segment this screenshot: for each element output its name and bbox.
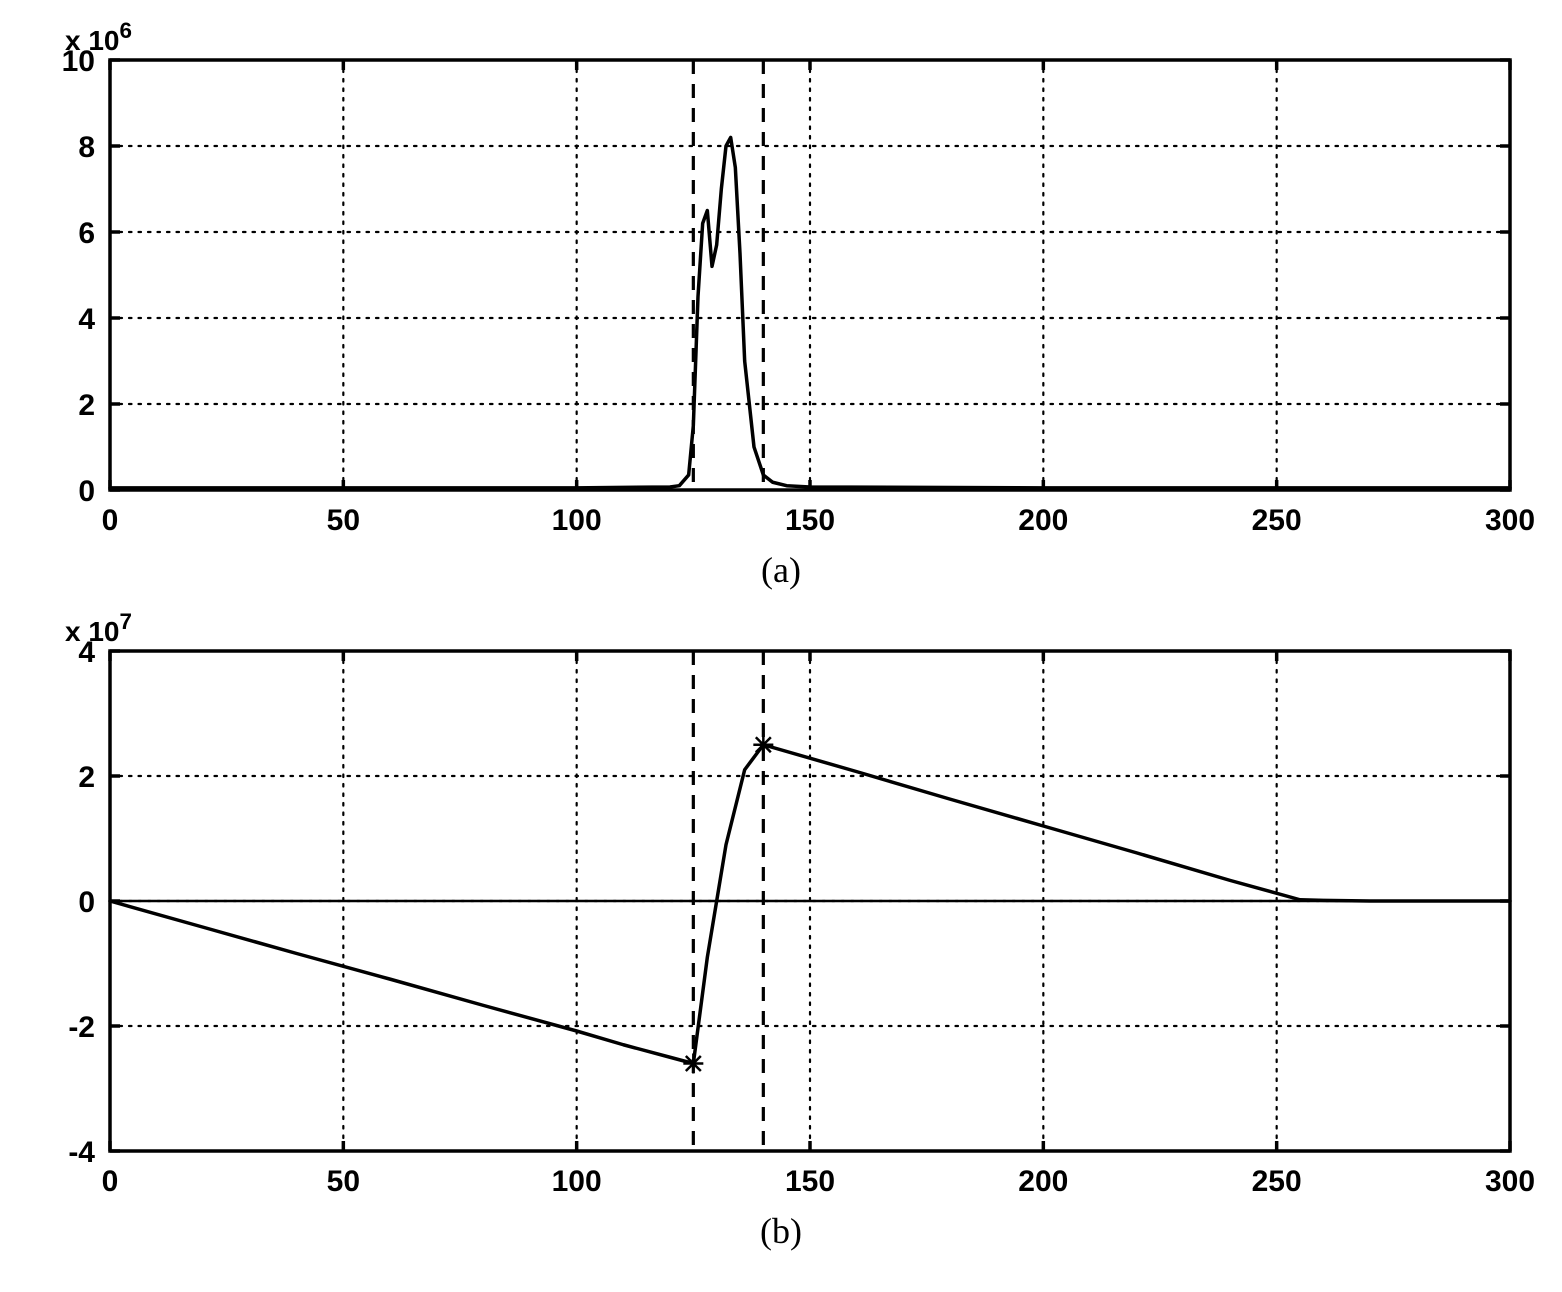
- svg-text:150: 150: [785, 504, 835, 537]
- svg-text:0: 0: [78, 886, 95, 919]
- svg-text:250: 250: [1252, 504, 1302, 537]
- svg-text:100: 100: [552, 1165, 602, 1198]
- svg-text:150: 150: [785, 1165, 835, 1198]
- svg-text:8: 8: [78, 131, 95, 164]
- svg-text:-4: -4: [68, 1136, 95, 1169]
- svg-text:300: 300: [1485, 504, 1535, 537]
- svg-text:2: 2: [78, 761, 95, 794]
- svg-text:2: 2: [78, 389, 95, 422]
- subplot-a: x 1060501001502002503000246810 (a): [20, 20, 1542, 591]
- svg-text:10: 10: [62, 45, 95, 78]
- svg-text:300: 300: [1485, 1165, 1535, 1198]
- svg-text:6: 6: [78, 217, 95, 250]
- svg-text:50: 50: [327, 1165, 360, 1198]
- svg-text:0: 0: [78, 475, 95, 508]
- chart-a-svg: x 1060501001502002503000246810: [20, 20, 1550, 545]
- svg-text:0: 0: [102, 1165, 119, 1198]
- svg-text:50: 50: [327, 504, 360, 537]
- svg-text:4: 4: [78, 636, 95, 669]
- sublabel-a: (a): [20, 549, 1542, 591]
- subplot-b: x 107 0 50 100 150 200 250 300 -4 -2 0 2 4 (b): [20, 611, 1542, 1252]
- chart-b-svg: x 107 0 50 100 150 200 250 300 -4 -2 0 2 4: [20, 611, 1550, 1206]
- svg-text:-2: -2: [68, 1011, 95, 1044]
- svg-text:4: 4: [78, 303, 95, 336]
- figure: x 1060501001502002503000246810 (a) x 107…: [20, 20, 1542, 1252]
- svg-text:200: 200: [1018, 1165, 1068, 1198]
- svg-text:250: 250: [1252, 1165, 1302, 1198]
- svg-text:x 107: x 107: [65, 611, 132, 647]
- svg-text:200: 200: [1018, 504, 1068, 537]
- svg-text:0: 0: [102, 504, 119, 537]
- svg-text:100: 100: [552, 504, 602, 537]
- sublabel-b: (b): [20, 1210, 1542, 1252]
